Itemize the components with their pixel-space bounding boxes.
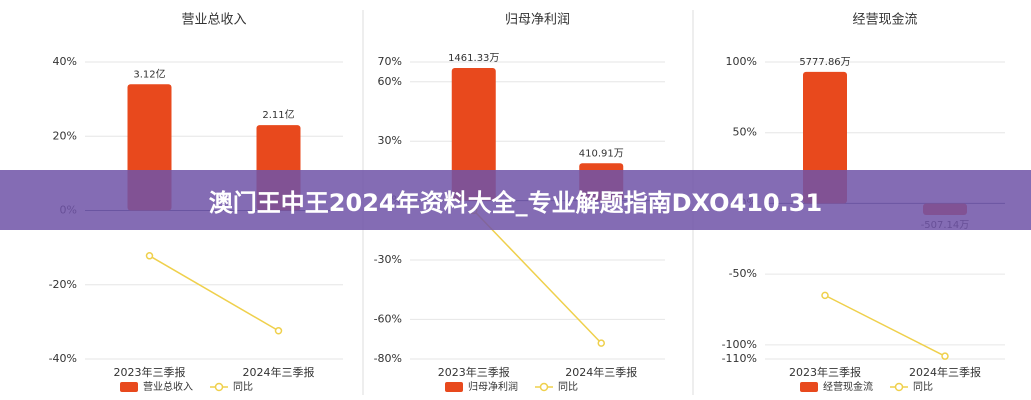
x-tick-label: 2024年三季报: [909, 365, 981, 379]
data-label: 1461.33万: [448, 53, 499, 64]
x-tick-label: 2023年三季报: [114, 365, 186, 379]
line: [473, 209, 602, 344]
data-label: 410.91万: [579, 148, 624, 159]
legend-swatch: [445, 382, 463, 392]
y-tick-label: 30%: [378, 134, 402, 147]
x-tick-label: 2023年三季报: [438, 365, 510, 379]
data-label: 2.11亿: [262, 108, 294, 121]
line: [149, 255, 279, 332]
legend-marker: [214, 382, 224, 392]
legend-label: 同比: [233, 381, 253, 393]
x-tick-label: 2024年三季报: [565, 365, 637, 379]
chart-title: 营业总收入: [181, 13, 246, 28]
y-tick-label: 40%: [53, 55, 77, 68]
data-label: 3.12亿: [133, 67, 165, 80]
y-tick-label: 100%: [726, 55, 757, 68]
x-tick-label: 2023年三季报: [789, 365, 861, 379]
chart-title: 经营现金流: [852, 12, 917, 28]
legend-swatch: [120, 382, 138, 392]
y-tick-label: -40%: [49, 352, 77, 365]
line-point: [821, 291, 829, 300]
y-tick-label: -110%: [722, 352, 757, 365]
y-tick-label: 60%: [378, 75, 402, 88]
line-point: [941, 352, 949, 360]
y-tick-label: -20%: [49, 278, 77, 291]
legend-marker: [539, 382, 549, 392]
legend-label: 经营现金流: [823, 380, 873, 393]
data-label: 5777.86万: [799, 57, 850, 68]
y-tick-label: 70%: [378, 55, 402, 68]
y-tick-label: -100%: [722, 338, 757, 351]
line-point: [597, 339, 605, 347]
y-tick-label: 50%: [733, 126, 757, 139]
legend-swatch: [800, 382, 818, 392]
x-tick-label: 2024年三季报: [243, 365, 315, 379]
legend-label: 同比: [913, 381, 933, 393]
legend-label: 同比: [558, 381, 578, 393]
line-point: [274, 327, 283, 335]
y-tick-label: -50%: [729, 267, 757, 280]
legend-marker: [894, 382, 904, 392]
y-tick-label: -60%: [374, 312, 402, 325]
banner: 澳门王中王2024年资料大全_专业解题指南DXO410.31: [0, 170, 1031, 230]
y-tick-label: -30%: [374, 253, 402, 266]
y-tick-label: 20%: [53, 129, 77, 142]
bar: [451, 67, 496, 201]
line: [824, 294, 946, 357]
legend-label: 归母净利润: [468, 380, 518, 393]
legend-label: 营业总收入: [143, 380, 193, 393]
line-point: [145, 252, 154, 260]
y-tick-label: -80%: [374, 352, 402, 365]
chart-title: 归母净利润: [505, 13, 570, 28]
